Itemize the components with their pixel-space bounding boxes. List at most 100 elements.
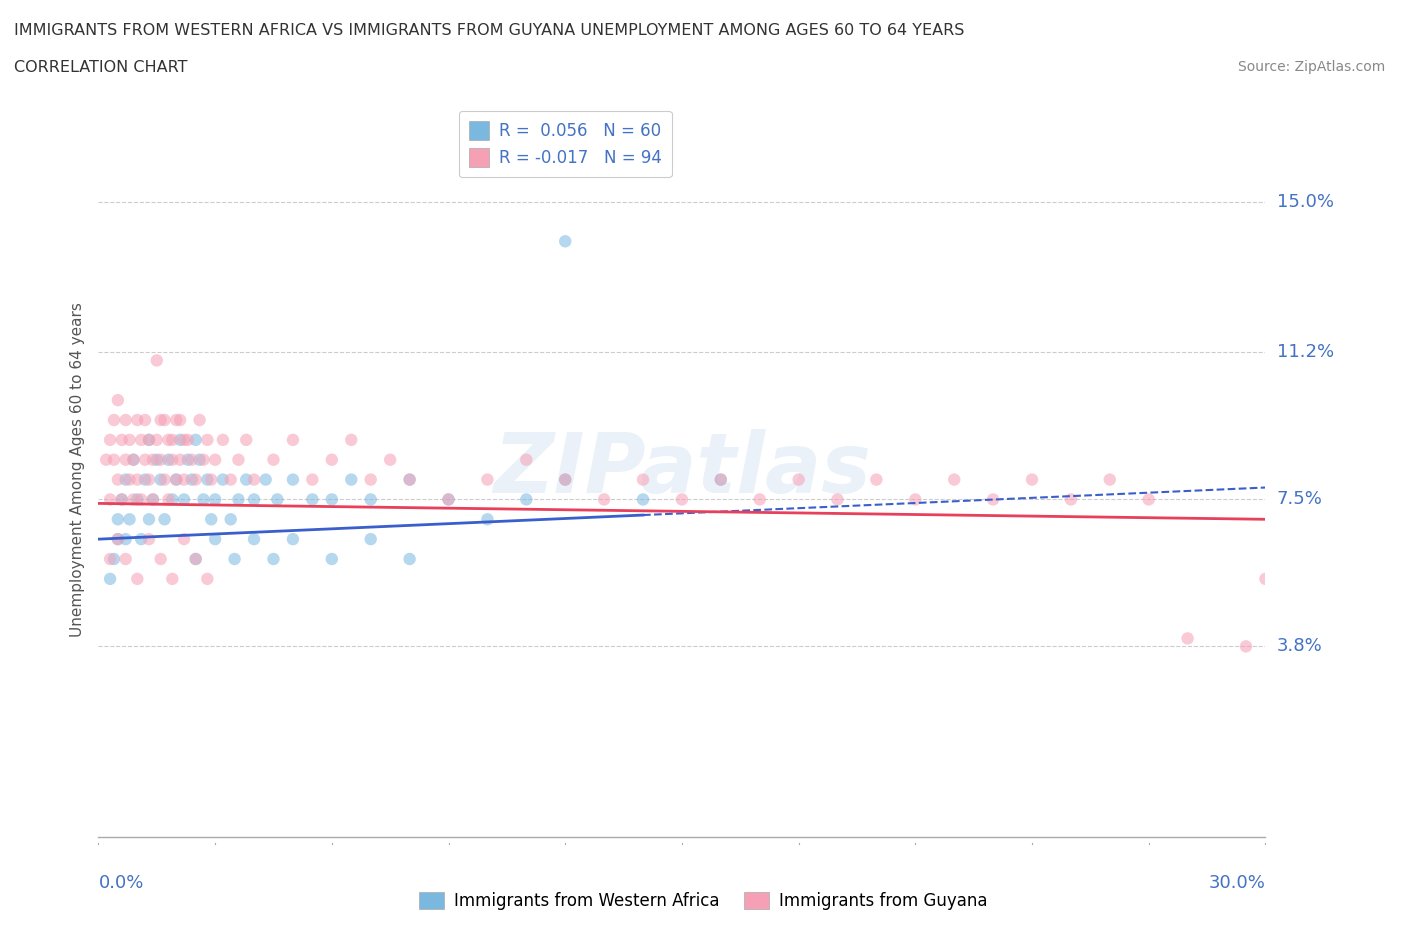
- Point: [235, 472, 257, 487]
- Point: [162, 452, 184, 467]
- Point: [710, 472, 733, 487]
- Point: [1098, 472, 1121, 487]
- Point: [177, 452, 200, 467]
- Point: [254, 472, 277, 487]
- Point: [193, 452, 215, 467]
- Text: 7.5%: 7.5%: [1277, 490, 1323, 509]
- Point: [195, 472, 218, 487]
- Text: 3.8%: 3.8%: [1277, 637, 1322, 656]
- Point: [142, 492, 165, 507]
- Point: [204, 452, 226, 467]
- Point: [138, 432, 160, 447]
- Point: [134, 452, 156, 467]
- Point: [149, 472, 172, 487]
- Point: [122, 452, 145, 467]
- Point: [212, 472, 235, 487]
- Point: [200, 512, 222, 526]
- Point: [184, 472, 207, 487]
- Point: [398, 472, 420, 487]
- Point: [173, 532, 195, 547]
- Point: [340, 432, 363, 447]
- Point: [184, 432, 207, 447]
- Point: [360, 492, 382, 507]
- Point: [127, 492, 149, 507]
- Point: [127, 413, 149, 428]
- Point: [149, 452, 172, 467]
- Point: [107, 532, 129, 547]
- Point: [134, 472, 156, 487]
- Point: [281, 472, 304, 487]
- Point: [129, 532, 152, 547]
- Point: [228, 452, 250, 467]
- Point: [195, 571, 218, 586]
- Point: [153, 472, 176, 487]
- Point: [118, 432, 141, 447]
- Point: [103, 413, 125, 428]
- Point: [157, 452, 180, 467]
- Point: [165, 472, 187, 487]
- Point: [114, 413, 136, 428]
- Point: [138, 532, 160, 547]
- Point: [142, 452, 165, 467]
- Point: [114, 532, 136, 547]
- Y-axis label: Unemployment Among Ages 60 to 64 years: Unemployment Among Ages 60 to 64 years: [69, 302, 84, 637]
- Point: [554, 472, 576, 487]
- Point: [437, 492, 460, 507]
- Point: [103, 551, 125, 566]
- Point: [281, 432, 304, 447]
- Point: [173, 432, 195, 447]
- Point: [219, 472, 242, 487]
- Point: [98, 571, 121, 586]
- Point: [228, 492, 250, 507]
- Point: [243, 492, 266, 507]
- Point: [138, 512, 160, 526]
- Point: [177, 432, 200, 447]
- Point: [157, 432, 180, 447]
- Point: [515, 452, 537, 467]
- Point: [96, 452, 118, 467]
- Point: [200, 472, 222, 487]
- Point: [204, 492, 226, 507]
- Point: [1021, 472, 1043, 487]
- Text: 0.0%: 0.0%: [98, 874, 143, 892]
- Point: [162, 432, 184, 447]
- Point: [865, 472, 887, 487]
- Point: [184, 551, 207, 566]
- Point: [162, 492, 184, 507]
- Text: 11.2%: 11.2%: [1277, 343, 1334, 362]
- Point: [477, 512, 499, 526]
- Point: [398, 472, 420, 487]
- Point: [188, 452, 211, 467]
- Point: [631, 472, 654, 487]
- Point: [129, 492, 152, 507]
- Text: CORRELATION CHART: CORRELATION CHART: [14, 60, 187, 75]
- Point: [98, 551, 121, 566]
- Text: IMMIGRANTS FROM WESTERN AFRICA VS IMMIGRANTS FROM GUYANA UNEMPLOYMENT AMONG AGES: IMMIGRANTS FROM WESTERN AFRICA VS IMMIGR…: [14, 23, 965, 38]
- Point: [380, 452, 402, 467]
- Point: [224, 551, 246, 566]
- Point: [114, 551, 136, 566]
- Point: [169, 413, 191, 428]
- Point: [107, 532, 129, 547]
- Point: [173, 492, 195, 507]
- Point: [169, 432, 191, 447]
- Point: [134, 413, 156, 428]
- Legend: R =  0.056   N = 60, R = -0.017   N = 94: R = 0.056 N = 60, R = -0.017 N = 94: [458, 111, 672, 178]
- Point: [787, 472, 810, 487]
- Point: [554, 233, 576, 248]
- Point: [107, 472, 129, 487]
- Point: [631, 492, 654, 507]
- Point: [321, 452, 343, 467]
- Point: [146, 432, 169, 447]
- Text: 30.0%: 30.0%: [1209, 874, 1265, 892]
- Point: [904, 492, 927, 507]
- Point: [235, 432, 257, 447]
- Text: 15.0%: 15.0%: [1277, 193, 1333, 210]
- Point: [1060, 492, 1083, 507]
- Point: [157, 492, 180, 507]
- Point: [477, 472, 499, 487]
- Point: [114, 472, 136, 487]
- Point: [162, 571, 184, 586]
- Point: [219, 512, 242, 526]
- Point: [149, 413, 172, 428]
